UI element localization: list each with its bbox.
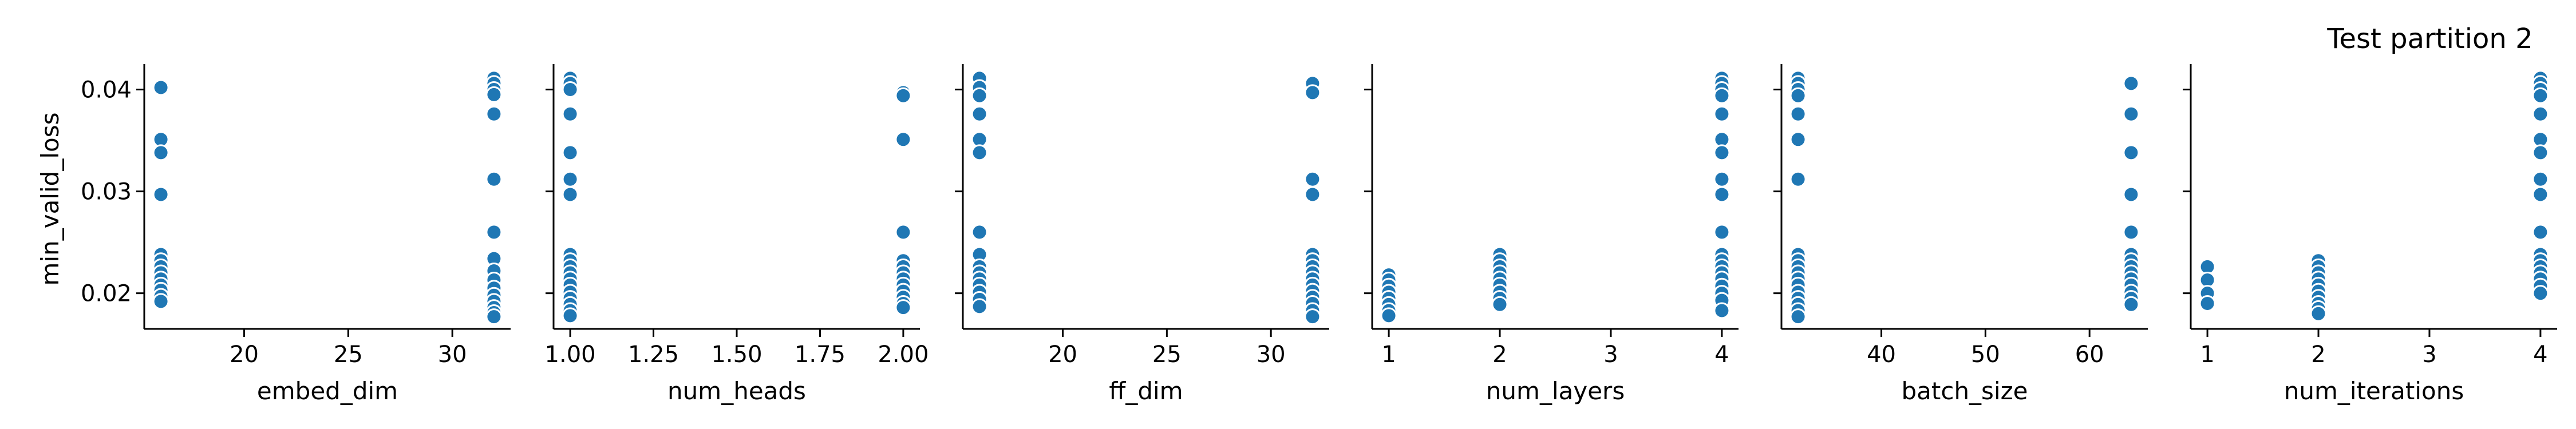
data-point [1713, 144, 1730, 161]
data-point [1304, 84, 1321, 101]
data-point [2310, 305, 2327, 322]
x-tick-label: 60 [2075, 341, 2104, 368]
data-point [152, 293, 169, 310]
x-tick-label: 3 [2422, 341, 2436, 368]
data-point [895, 299, 912, 316]
data-point [1713, 87, 1730, 104]
panel-embed_dim: 0.02 0.03 0.04 20 25 30 embed_dim [81, 64, 511, 405]
data-point [2532, 105, 2549, 122]
panel-ff_dim: 20 25 30 ff_dim [955, 64, 1329, 405]
data-point [562, 186, 579, 203]
x-tick-label: 20 [230, 341, 259, 368]
data-point [1713, 105, 1730, 122]
x-axis-label: ff_dim [1109, 377, 1183, 405]
panel-num_heads: 1.00 1.25 1.50 1.75 2.00 num_heads [545, 64, 929, 405]
data-point [2123, 105, 2140, 122]
data-point [562, 81, 579, 98]
data-point [1789, 170, 1807, 188]
data-point [1713, 302, 1730, 319]
x-tick-label: 20 [1048, 341, 1077, 368]
x-axis-label: num_heads [667, 377, 806, 405]
data-point [2199, 295, 2216, 312]
data-point [485, 170, 503, 188]
data-point [2532, 170, 2549, 188]
x-tick-label: 4 [1714, 341, 1729, 368]
x-tick-label: 1.25 [628, 341, 679, 368]
data-point [152, 144, 169, 161]
data-point [895, 87, 912, 104]
data-point [2532, 144, 2549, 161]
data-point [2532, 285, 2549, 302]
data-point [1380, 307, 1397, 324]
data-point [895, 131, 912, 148]
data-point [152, 186, 169, 203]
y-axis-label: min_valid_loss [36, 113, 64, 286]
data-point [562, 170, 579, 188]
panel-num_iterations: 1 2 3 4 num_iterations [2183, 64, 2557, 405]
data-point [1789, 87, 1807, 104]
data-point [2123, 144, 2140, 161]
data-point [1789, 131, 1807, 148]
data-point [971, 298, 988, 315]
figure-title: Test partition 2 [2326, 23, 2532, 55]
y-tick-label: 0.03 [81, 179, 132, 205]
data-point [971, 105, 988, 122]
panel-num_layers: 1 2 3 4 num_layers [1364, 64, 1739, 405]
data-point [2532, 224, 2549, 241]
data-point [485, 224, 503, 241]
x-tick-label: 25 [334, 341, 363, 368]
x-tick-label: 1 [1381, 341, 1396, 368]
data-point [895, 224, 912, 241]
x-axis-label: batch_size [1901, 377, 2028, 405]
data-point [971, 144, 988, 161]
data-point [1713, 170, 1730, 188]
x-tick-label: 25 [1152, 341, 1182, 368]
data-point [2532, 186, 2549, 203]
data-point [2532, 87, 2549, 104]
x-tick-label: 1.75 [795, 341, 846, 368]
x-tick-label: 2.00 [878, 341, 929, 368]
data-point [1304, 308, 1321, 325]
x-tick-label: 1.50 [711, 341, 762, 368]
x-axis-label: num_layers [1486, 377, 1625, 405]
x-tick-label: 3 [1603, 341, 1618, 368]
y-tick-label: 0.02 [81, 281, 132, 307]
data-point [971, 87, 988, 104]
data-point [1304, 170, 1321, 188]
data-point [562, 144, 579, 161]
x-tick-label: 1 [2200, 341, 2214, 368]
data-point [2123, 75, 2140, 92]
x-tick-label: 50 [1971, 341, 2000, 368]
data-point [1789, 308, 1807, 325]
data-point [562, 307, 579, 324]
data-point [971, 224, 988, 241]
x-tick-label: 1.00 [545, 341, 596, 368]
x-axis-label: embed_dim [257, 377, 398, 405]
x-tick-label: 30 [1257, 341, 1286, 368]
y-tick-label: 0.04 [81, 77, 132, 104]
data-point [485, 308, 503, 325]
data-point [1713, 224, 1730, 241]
x-tick-label: 4 [2533, 341, 2547, 368]
x-tick-label: 2 [1492, 341, 1507, 368]
panel-batch_size: 40 50 60 batch_size [1773, 64, 2148, 405]
x-tick-label: 30 [438, 341, 467, 368]
data-point [2123, 186, 2140, 203]
data-point [2123, 296, 2140, 313]
x-tick-label: 2 [2311, 341, 2325, 368]
data-point [562, 105, 579, 122]
x-axis-label: num_iterations [2284, 377, 2464, 405]
data-point [1713, 186, 1730, 203]
data-point [2123, 224, 2140, 241]
data-point [1789, 105, 1807, 122]
data-point [485, 105, 503, 122]
data-point [1304, 186, 1321, 203]
data-point [152, 79, 169, 96]
x-tick-label: 40 [1867, 341, 1896, 368]
data-point [485, 86, 503, 103]
data-point [1491, 296, 1508, 313]
